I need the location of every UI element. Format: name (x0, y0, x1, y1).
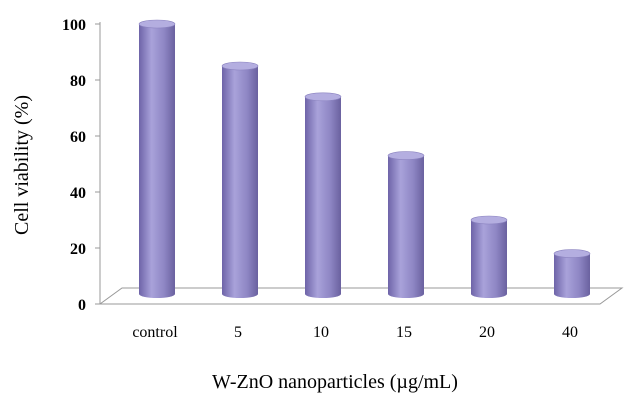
bar-body (139, 24, 175, 298)
bars (138, 19, 591, 298)
bar (387, 151, 425, 298)
y-tick-label: 60 (70, 129, 86, 146)
x-tick-label: 15 (396, 324, 412, 341)
x-tick-label: 10 (313, 324, 329, 341)
x-tick-label: 20 (479, 324, 495, 341)
x-axis: control 5 10 15 20 40 (132, 324, 578, 341)
bar-top (553, 249, 591, 258)
bar-body (388, 155, 424, 298)
y-tick-label: 80 (70, 73, 86, 90)
bar (138, 19, 176, 298)
bar-body (305, 96, 341, 298)
bar-top (221, 61, 259, 71)
x-tick-label: 5 (234, 324, 242, 341)
bar (470, 215, 508, 298)
y-tick-label: 40 (70, 185, 86, 202)
y-tick-label: 100 (62, 17, 86, 34)
x-tick-label: control (132, 324, 178, 341)
bar-top (387, 151, 425, 160)
bar-top (138, 19, 176, 29)
y-tick-label: 0 (78, 297, 86, 314)
y-axis: 0 20 40 60 80 100 (62, 17, 101, 314)
bar (221, 61, 259, 298)
y-axis-title: Cell viability (%) (11, 95, 33, 235)
bar-top (470, 215, 508, 225)
y-tick-label: 20 (70, 241, 86, 258)
bar (304, 92, 342, 298)
x-tick-label: 40 (562, 324, 578, 341)
floor-plane (98, 287, 624, 305)
bar-body (554, 253, 590, 298)
x-axis-title: W-ZnO nanoparticles (µg/mL) (212, 371, 458, 393)
bar-top (304, 92, 342, 102)
chart-floor (98, 287, 624, 305)
bar-body (222, 66, 258, 298)
bar (553, 249, 591, 298)
bar-body (471, 220, 507, 298)
